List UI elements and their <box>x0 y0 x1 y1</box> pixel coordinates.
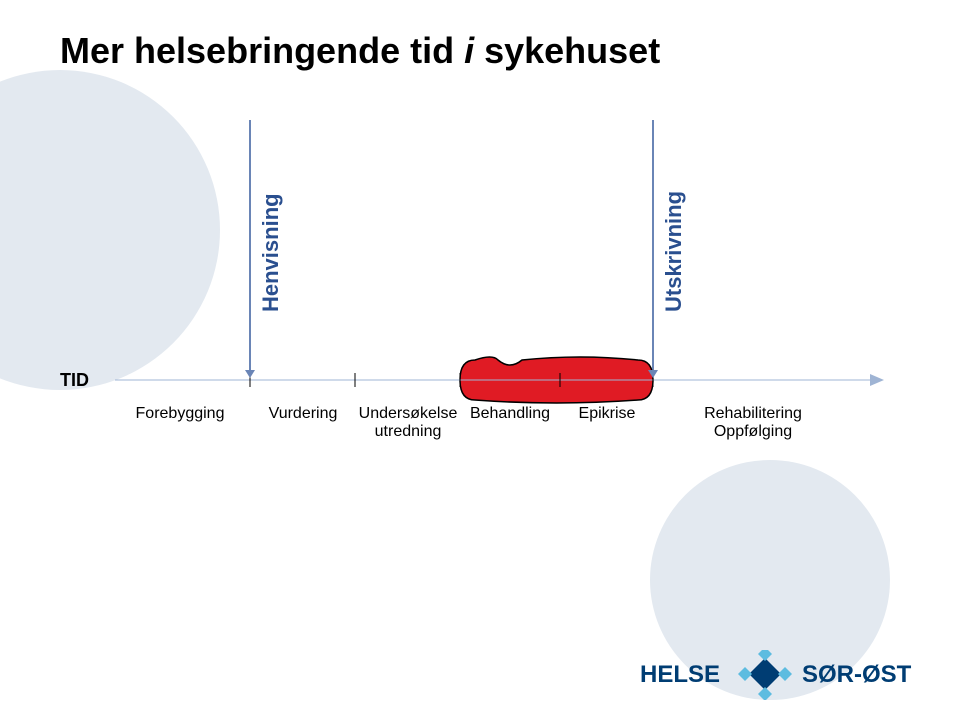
vertical-phase-label: Utskrivning <box>661 191 687 312</box>
tid-axis-label: TID <box>60 370 89 391</box>
timeline <box>95 350 910 410</box>
background-circle <box>0 70 220 390</box>
phase-boundary-line <box>652 120 654 372</box>
helse-sor-ost-logo: HELSE SØR-ØST <box>640 650 940 700</box>
timeline-phase-label: Epikrise <box>537 405 677 423</box>
timeline-phase-label: Rehabilitering Oppfølging <box>683 405 823 441</box>
phase-boundary-line <box>249 120 251 372</box>
title-post: sykehuset <box>474 30 660 71</box>
svg-text:SØR-ØST: SØR-ØST <box>802 661 912 688</box>
vertical-phase-label: Henvisning <box>258 193 284 312</box>
timeline-phase-label: Forebygging <box>110 405 250 423</box>
title-italic: i <box>464 30 474 71</box>
title-pre: Mer helsebringende tid <box>60 30 464 71</box>
slide-title: Mer helsebringende tid i sykehuset <box>60 30 660 72</box>
svg-text:HELSE: HELSE <box>640 661 720 688</box>
